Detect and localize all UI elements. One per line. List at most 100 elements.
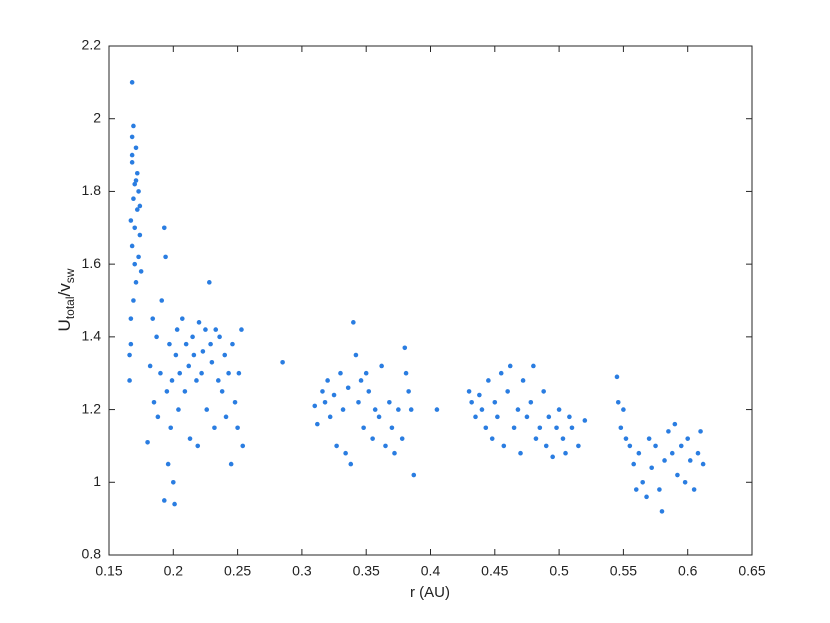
point xyxy=(137,232,143,238)
point xyxy=(150,316,156,321)
point xyxy=(133,280,139,285)
x-tick-label: 0.65 xyxy=(738,563,765,579)
point xyxy=(569,425,575,431)
point xyxy=(174,327,180,332)
point xyxy=(182,389,188,394)
y-tick-label: 1.6 xyxy=(82,255,102,271)
point xyxy=(554,425,559,431)
point xyxy=(582,418,588,423)
point xyxy=(376,414,382,420)
y-tick-label: 0.8 xyxy=(82,546,102,562)
point xyxy=(195,443,201,449)
x-tick-label: 0.3 xyxy=(292,563,312,579)
point xyxy=(618,425,624,431)
point xyxy=(325,378,330,383)
point xyxy=(392,450,397,456)
point xyxy=(631,461,636,467)
point xyxy=(322,400,328,405)
point xyxy=(528,400,534,405)
y-label-sub: sw xyxy=(63,268,77,283)
point xyxy=(403,370,409,376)
point xyxy=(161,498,167,503)
point xyxy=(479,407,485,412)
point xyxy=(196,320,202,325)
point xyxy=(209,360,215,365)
point xyxy=(495,414,500,420)
point xyxy=(145,439,150,445)
point xyxy=(131,298,136,303)
point xyxy=(644,494,649,500)
point xyxy=(486,378,491,383)
x-tick-label: 0.55 xyxy=(610,563,637,579)
point xyxy=(666,429,671,434)
point xyxy=(695,450,701,456)
point xyxy=(180,316,185,321)
point xyxy=(199,370,204,376)
point xyxy=(541,389,546,394)
y-tick-label: 2.2 xyxy=(82,37,102,53)
point xyxy=(129,152,135,158)
x-tick-label: 0.6 xyxy=(678,563,698,579)
point xyxy=(183,341,189,347)
point xyxy=(216,378,221,383)
point xyxy=(662,458,667,463)
point xyxy=(133,178,139,183)
point xyxy=(614,374,620,380)
x-tick-label: 0.45 xyxy=(481,563,508,579)
point xyxy=(280,360,285,365)
point xyxy=(136,254,141,260)
point xyxy=(682,479,688,485)
point xyxy=(171,479,176,485)
point xyxy=(518,450,523,456)
x-tick-label: 0.35 xyxy=(353,563,380,579)
point xyxy=(366,389,372,394)
point xyxy=(161,225,167,231)
point xyxy=(489,436,495,441)
point xyxy=(563,450,568,456)
point xyxy=(469,400,474,405)
point xyxy=(356,400,361,405)
point xyxy=(567,414,572,420)
point xyxy=(700,461,706,467)
point xyxy=(383,443,388,449)
point xyxy=(698,429,703,434)
point xyxy=(353,352,359,358)
point xyxy=(640,479,645,485)
point xyxy=(127,378,132,383)
y-label-part: /v xyxy=(55,283,74,297)
point xyxy=(194,378,199,383)
point xyxy=(200,349,206,354)
point xyxy=(190,334,195,340)
point xyxy=(524,414,530,420)
point xyxy=(531,363,536,369)
point xyxy=(155,414,161,420)
point xyxy=(187,436,193,441)
point xyxy=(169,378,175,383)
point xyxy=(132,225,138,231)
point xyxy=(675,472,680,478)
point xyxy=(186,363,192,369)
point xyxy=(379,363,384,369)
point xyxy=(213,327,219,332)
y-tick-label: 1.2 xyxy=(82,400,102,416)
point xyxy=(492,400,498,405)
point xyxy=(351,320,356,325)
point xyxy=(646,436,652,441)
point xyxy=(128,316,134,321)
point xyxy=(672,421,678,427)
point xyxy=(533,436,539,441)
point xyxy=(177,370,183,376)
x-tick-label: 0.5 xyxy=(549,563,569,579)
x-tick-label: 0.25 xyxy=(224,563,251,579)
point xyxy=(520,378,526,383)
point xyxy=(327,414,333,420)
point xyxy=(627,443,633,449)
point xyxy=(501,443,507,449)
point xyxy=(315,421,320,427)
point xyxy=(228,461,234,467)
point xyxy=(340,407,346,412)
point xyxy=(621,407,626,412)
point xyxy=(128,218,134,223)
point xyxy=(191,352,197,358)
point xyxy=(343,450,348,456)
